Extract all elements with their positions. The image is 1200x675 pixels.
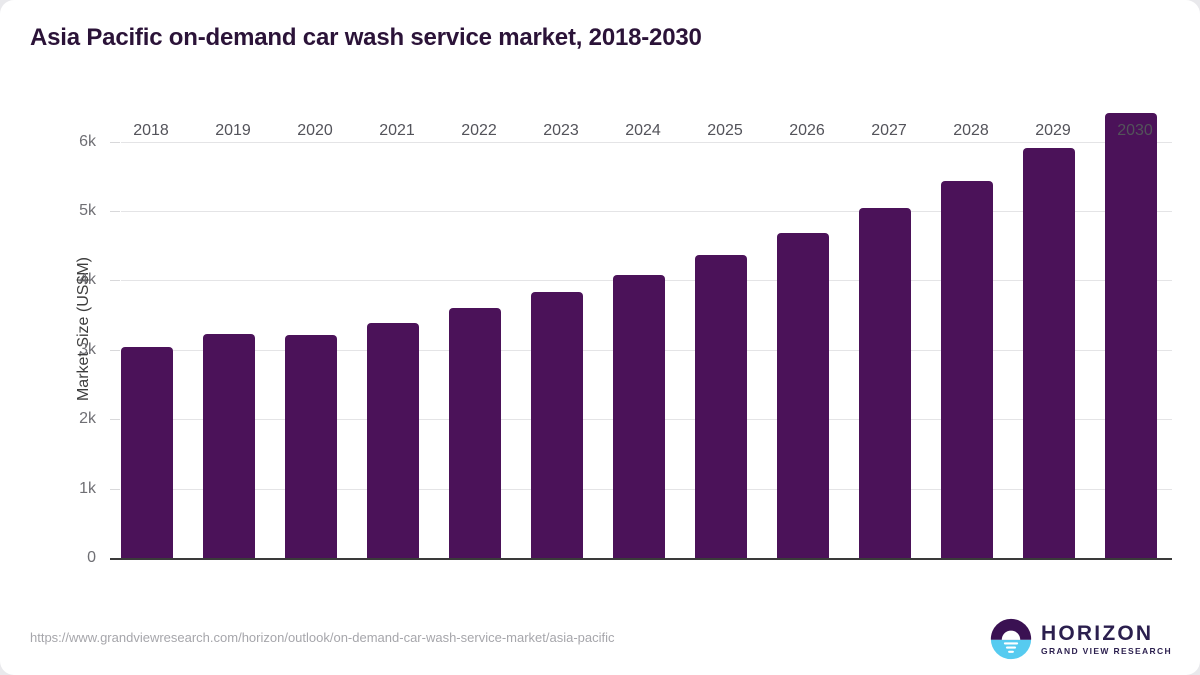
x-axis-tick-label: 2019 [215, 122, 251, 139]
y-axis-tick-label: 5k [79, 202, 96, 220]
bar-group[interactable]: 2020 [274, 100, 356, 558]
gridline [110, 558, 1172, 560]
bar[interactable] [941, 180, 993, 558]
brand-logo[interactable]: HORIZON GRAND VIEW RESEARCH [990, 618, 1172, 660]
x-axis-tick-label: 2029 [1035, 122, 1071, 139]
horizon-sun-icon [990, 618, 1032, 660]
y-axis-tick-label: 1k [79, 479, 96, 497]
x-axis-tick-label: 2024 [625, 122, 661, 139]
y-axis-tick-label: 4k [79, 271, 96, 289]
y-axis-tick-label: 0 [87, 549, 96, 566]
bar-group[interactable]: 2029 [1012, 100, 1094, 558]
bar[interactable] [613, 274, 665, 558]
bar[interactable] [449, 307, 501, 558]
y-axis-tick-mark [110, 488, 120, 490]
bar-series: 2018 2019 2020 2021 2022 2023 2024 2025 2026 2027… [110, 100, 1172, 558]
bar-group[interactable]: 2022 [438, 100, 520, 558]
page-title: Asia Pacific on-demand car wash service … [30, 24, 702, 51]
x-axis-tick-label: 2028 [953, 122, 989, 139]
bar[interactable] [777, 232, 829, 558]
bar-group[interactable]: 2021 [356, 100, 438, 558]
y-axis-tick-mark [110, 280, 120, 282]
bar-group[interactable]: 2019 [192, 100, 274, 558]
bar-group[interactable]: 2026 [766, 100, 848, 558]
x-axis-tick-label: 2025 [707, 122, 743, 139]
gridline [121, 141, 1172, 143]
y-axis-tick-mark [110, 419, 120, 421]
x-axis-tick-label: 2022 [461, 122, 497, 139]
y-axis-tick-mark [110, 141, 120, 143]
y-axis-tick-label: 3k [79, 340, 96, 358]
x-axis-tick-label: 2021 [379, 122, 415, 139]
bar[interactable] [203, 333, 255, 558]
x-axis-tick-label: 2018 [133, 122, 169, 139]
x-axis-tick-label: 2023 [543, 122, 579, 139]
bar[interactable] [367, 322, 419, 558]
bar-group[interactable]: 2027 [848, 100, 930, 558]
y-axis-tick-label: 2k [79, 410, 96, 428]
bar-group[interactable]: 2028 [930, 100, 1012, 558]
x-axis-tick-label: 2027 [871, 122, 907, 139]
bar[interactable] [285, 335, 337, 558]
x-axis-tick-label: 2026 [789, 122, 825, 139]
bar[interactable] [1105, 112, 1157, 558]
gridline [121, 211, 1172, 213]
bar[interactable] [859, 208, 911, 558]
source-url[interactable]: https://www.grandviewresearch.com/horizo… [30, 630, 615, 645]
bar[interactable] [1023, 147, 1075, 558]
logo-tagline: GRAND VIEW RESEARCH [1041, 645, 1172, 656]
bar[interactable] [695, 254, 747, 558]
bar-group[interactable]: 2018 [110, 100, 192, 558]
bar-group[interactable]: 2025 [684, 100, 766, 558]
x-axis-tick-label: 2020 [297, 122, 333, 139]
y-axis-tick-mark [110, 211, 120, 213]
bar[interactable] [121, 347, 173, 558]
bar[interactable] [531, 292, 583, 558]
bar-group[interactable]: 2030 [1094, 100, 1176, 558]
bar-group[interactable]: 2024 [602, 100, 684, 558]
plot-area: Market Size (US$M) 0 1k 2k 3k 4k 5k 6k 2018 201… [75, 100, 1172, 566]
logo-text: HORIZON GRAND VIEW RESEARCH [1041, 623, 1172, 656]
logo-wordmark: HORIZON [1041, 621, 1154, 645]
y-axis-tick-mark [110, 349, 120, 351]
bar-group[interactable]: 2023 [520, 100, 602, 558]
x-axis-tick-label: 2030 [1117, 122, 1153, 139]
y-axis-tick-label: 6k [79, 132, 96, 150]
